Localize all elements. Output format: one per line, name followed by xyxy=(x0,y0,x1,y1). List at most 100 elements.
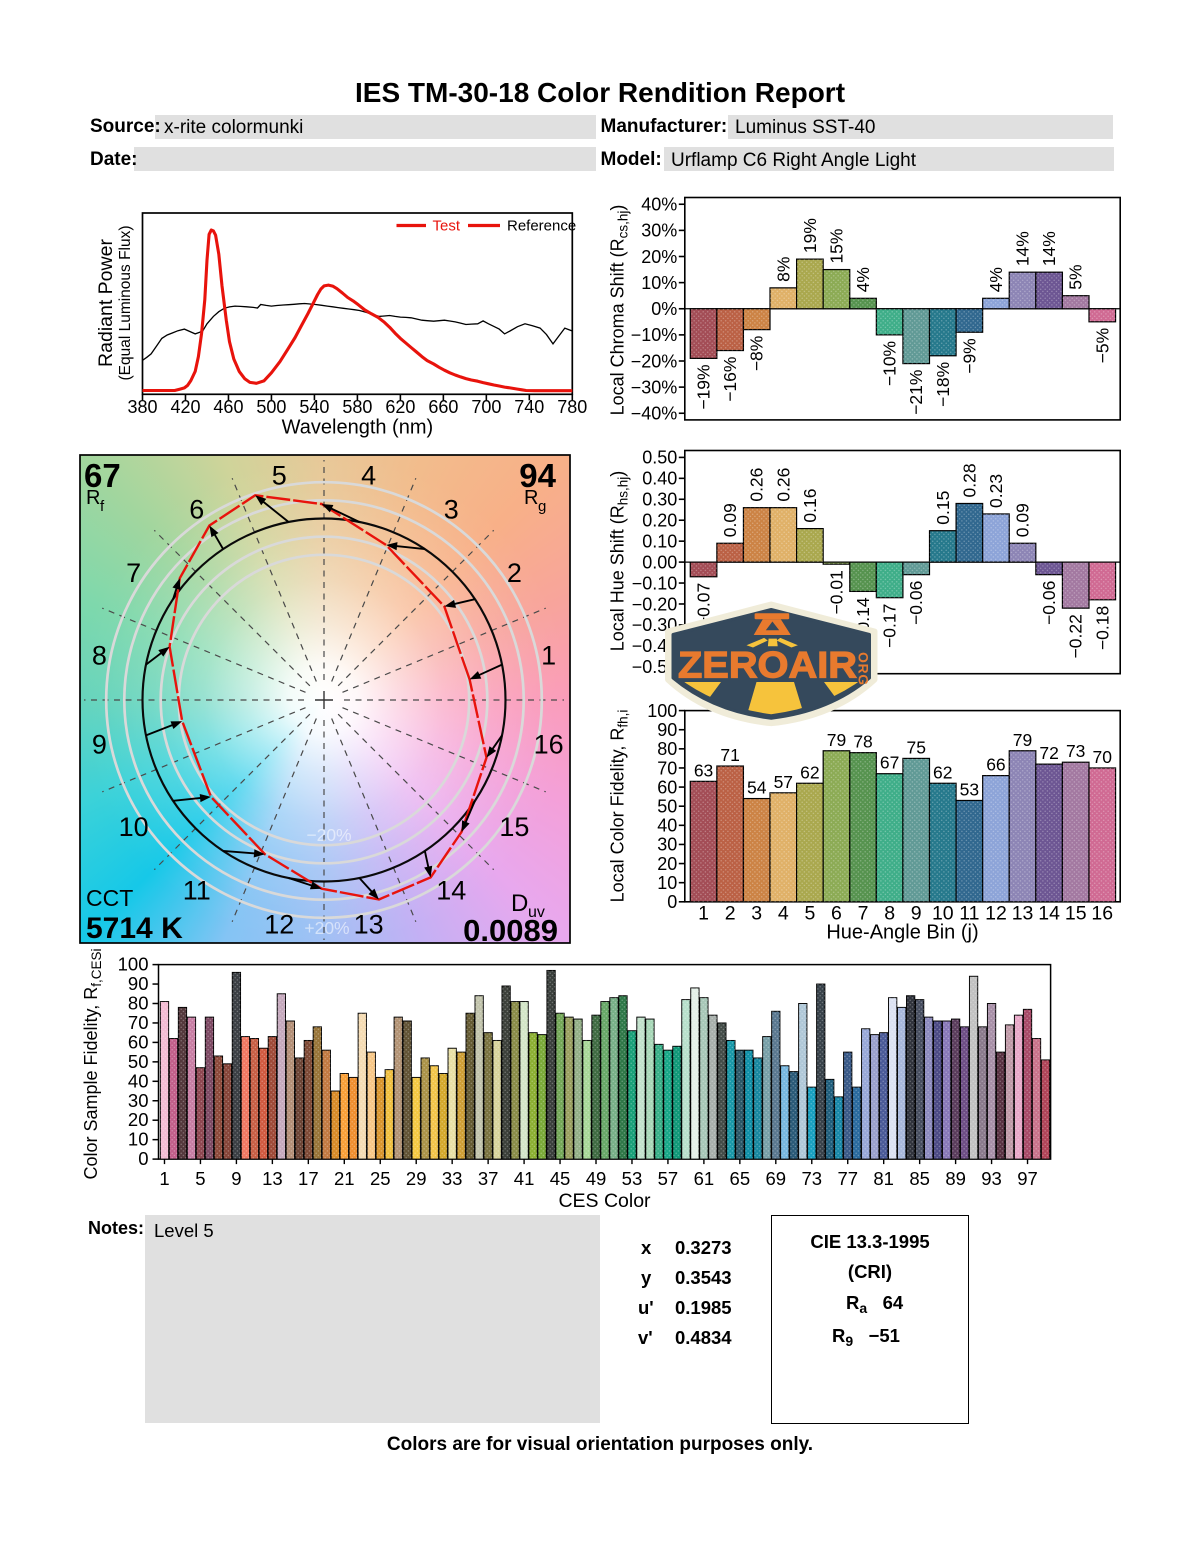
svg-text:12: 12 xyxy=(985,903,1007,925)
svg-text:0.30: 0.30 xyxy=(642,490,677,510)
svg-text:−21%: −21% xyxy=(906,370,926,415)
svg-text:−10%: −10% xyxy=(631,325,678,345)
svg-text:1: 1 xyxy=(698,903,709,925)
svg-text:5: 5 xyxy=(195,1168,205,1189)
svg-text:−8%: −8% xyxy=(747,336,767,372)
svg-text:5: 5 xyxy=(804,903,815,925)
svg-text:14: 14 xyxy=(1038,903,1060,925)
svg-text:−30%: −30% xyxy=(631,377,678,397)
svg-text:1: 1 xyxy=(541,640,556,670)
svg-text:78: 78 xyxy=(853,732,872,752)
svg-text:−0.07: −0.07 xyxy=(694,583,714,627)
svg-text:ZEROAIR: ZEROAIR xyxy=(678,645,857,686)
svg-text:70: 70 xyxy=(1093,747,1113,767)
svg-text:16: 16 xyxy=(1091,903,1113,925)
svg-text:66: 66 xyxy=(986,755,1005,775)
svg-text:380: 380 xyxy=(127,397,157,417)
svg-text:D: D xyxy=(511,890,528,917)
svg-text:40: 40 xyxy=(657,816,677,836)
svg-text:14%: 14% xyxy=(1039,231,1059,266)
svg-text:11: 11 xyxy=(959,903,979,925)
svg-text:33: 33 xyxy=(442,1168,463,1189)
svg-text:100: 100 xyxy=(118,954,149,975)
svg-text:CCT: CCT xyxy=(86,885,133,911)
svg-text:16: 16 xyxy=(534,730,564,760)
svg-text:17: 17 xyxy=(298,1168,319,1189)
svg-text:0: 0 xyxy=(138,1148,148,1169)
svg-text:65: 65 xyxy=(730,1168,751,1189)
svg-text:−19%: −19% xyxy=(694,364,714,409)
svg-text:30: 30 xyxy=(657,835,677,855)
svg-text:Local Chroma Shift (Rcs,hj): Local Chroma Shift (Rcs,hj) xyxy=(608,205,631,416)
svg-text:45: 45 xyxy=(550,1168,571,1189)
svg-text:60: 60 xyxy=(657,777,677,797)
svg-text:g: g xyxy=(538,498,546,515)
svg-text:14: 14 xyxy=(436,875,466,905)
svg-text:0%: 0% xyxy=(651,299,677,319)
svg-text:67: 67 xyxy=(880,753,899,773)
svg-text:53: 53 xyxy=(622,1168,643,1189)
svg-text:20: 20 xyxy=(128,1109,149,1130)
svg-text:0.00: 0.00 xyxy=(642,552,677,572)
svg-text:3: 3 xyxy=(444,495,459,525)
svg-text:Local Color Fidelity, Rfh,i: Local Color Fidelity, Rfh,i xyxy=(608,710,631,903)
svg-text:85: 85 xyxy=(909,1168,930,1189)
svg-text:uv: uv xyxy=(528,904,545,921)
svg-text:−0.10: −0.10 xyxy=(632,573,678,593)
svg-text:9: 9 xyxy=(92,730,107,760)
svg-text:−0.01: −0.01 xyxy=(826,570,846,614)
svg-text:0.10: 0.10 xyxy=(642,531,677,551)
svg-text:4: 4 xyxy=(778,903,789,925)
svg-text:54: 54 xyxy=(747,778,767,798)
svg-text:Color Sample Fidelity, Rf,CESi: Color Sample Fidelity, Rf,CESi xyxy=(81,949,104,1180)
svg-text:0.09: 0.09 xyxy=(1013,503,1033,537)
svg-text:50: 50 xyxy=(128,1051,149,1072)
svg-text:61: 61 xyxy=(694,1168,715,1189)
svg-text:−5%: −5% xyxy=(1092,328,1112,364)
svg-text:−0.22: −0.22 xyxy=(1066,614,1086,658)
svg-text:0.15: 0.15 xyxy=(933,491,953,525)
svg-text:420: 420 xyxy=(170,397,200,417)
svg-text:−0.20: −0.20 xyxy=(632,594,678,614)
svg-text:90: 90 xyxy=(657,720,677,740)
svg-text:Test: Test xyxy=(433,218,461,235)
svg-text:79: 79 xyxy=(1013,730,1032,750)
svg-text:93: 93 xyxy=(981,1168,1002,1189)
svg-text:−0.17: −0.17 xyxy=(880,604,900,648)
svg-text:10%: 10% xyxy=(641,273,677,293)
svg-text:0.26: 0.26 xyxy=(747,468,767,502)
svg-text:5: 5 xyxy=(272,460,287,490)
svg-text:2: 2 xyxy=(507,558,522,588)
svg-text:0.26: 0.26 xyxy=(773,468,793,502)
svg-text:−20%: −20% xyxy=(631,351,678,371)
svg-text:+20%: +20% xyxy=(304,918,349,938)
svg-text:15%: 15% xyxy=(826,229,846,264)
svg-text:20%: 20% xyxy=(641,247,677,267)
svg-text:700: 700 xyxy=(471,397,501,417)
svg-text:Local Hue Shift (Rhs,hj): Local Hue Shift (Rhs,hj) xyxy=(608,471,631,652)
svg-text:30%: 30% xyxy=(641,221,677,241)
svg-text:−40%: −40% xyxy=(631,404,678,424)
svg-text:15: 15 xyxy=(1065,903,1087,925)
svg-text:13: 13 xyxy=(262,1168,283,1189)
svg-text:81: 81 xyxy=(873,1168,894,1189)
svg-text:21: 21 xyxy=(334,1168,355,1189)
svg-text:89: 89 xyxy=(945,1168,966,1189)
svg-text:97: 97 xyxy=(1017,1168,1038,1189)
svg-text:49: 49 xyxy=(586,1168,607,1189)
svg-text:5714 K: 5714 K xyxy=(86,912,183,945)
svg-text:29: 29 xyxy=(406,1168,427,1189)
svg-text:8%: 8% xyxy=(773,257,793,282)
svg-text:13: 13 xyxy=(1012,903,1034,925)
svg-text:0: 0 xyxy=(667,892,677,912)
svg-text:79: 79 xyxy=(827,730,846,750)
svg-text:40: 40 xyxy=(128,1070,149,1091)
svg-text:57: 57 xyxy=(774,772,793,792)
svg-text:70: 70 xyxy=(657,758,677,778)
svg-text:6: 6 xyxy=(189,495,204,525)
svg-text:71: 71 xyxy=(720,745,739,765)
svg-text:(Equal Luminous Flux): (Equal Luminous Flux) xyxy=(117,225,134,380)
svg-text:−10%: −10% xyxy=(880,341,900,386)
svg-text:−0.06: −0.06 xyxy=(906,581,926,625)
svg-text:0.28: 0.28 xyxy=(959,463,979,497)
